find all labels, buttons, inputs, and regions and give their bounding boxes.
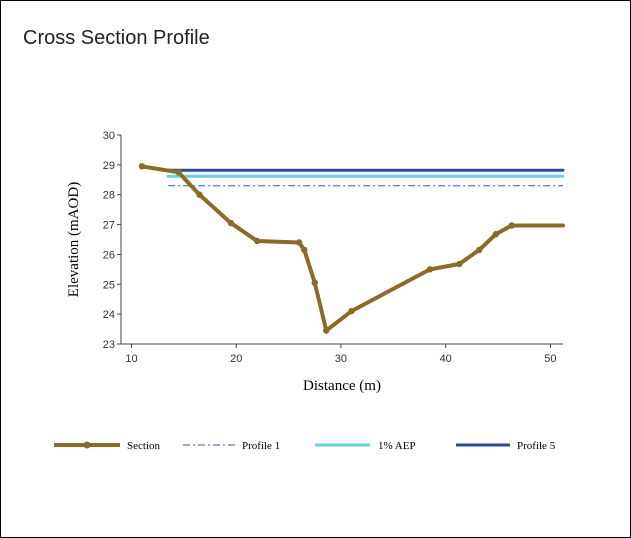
x-tick-label: 20 [230,353,242,365]
x-axis-title: Distance (m) [303,378,381,394]
x-tick-label: 30 [335,353,347,365]
legend: Section Profile 1 1% AEP Profile 5 [54,440,556,452]
y-tick-label: 26 [103,249,115,261]
series-line-section [139,164,565,333]
y-tick-label: 23 [103,339,115,351]
y-tick-label: 24 [103,309,115,321]
legend-label: Profile 1 [242,440,280,452]
section-point [295,239,303,246]
section-point [311,279,318,286]
legend-label: 1% AEP [378,440,416,452]
section-point [476,246,483,254]
legend-label: Profile 5 [517,440,556,452]
y-tick-label: 28 [103,190,115,202]
legend-label: Section [127,440,160,452]
x-tick-label: 50 [544,353,556,365]
section-point [508,222,515,229]
section-point [492,230,500,238]
section-point [301,246,308,254]
series-layer [138,163,565,334]
y-tick-label: 25 [103,279,115,291]
y-tick-label: 30 [103,130,115,142]
x-tick-label: 10 [125,353,137,365]
panel-title: Cross Section Profile [23,27,210,49]
x-tick-label: 40 [440,353,452,365]
section-point [348,307,355,315]
section-point [456,260,463,268]
axes: 23 24 25 26 27 28 29 30 10 20 30 40 50 Distance (m) El… [66,130,563,394]
section-point [426,266,434,273]
y-tick-label: 29 [103,160,115,172]
section-point [196,191,203,198]
section-point [323,327,330,334]
y-axis-title: Elevation (mAOD) [66,182,82,297]
section-point [138,163,146,170]
section-point [253,237,261,245]
legend-marker [83,441,91,449]
section-point [227,219,235,227]
section-point [175,169,182,176]
y-tick-label: 27 [103,220,115,232]
